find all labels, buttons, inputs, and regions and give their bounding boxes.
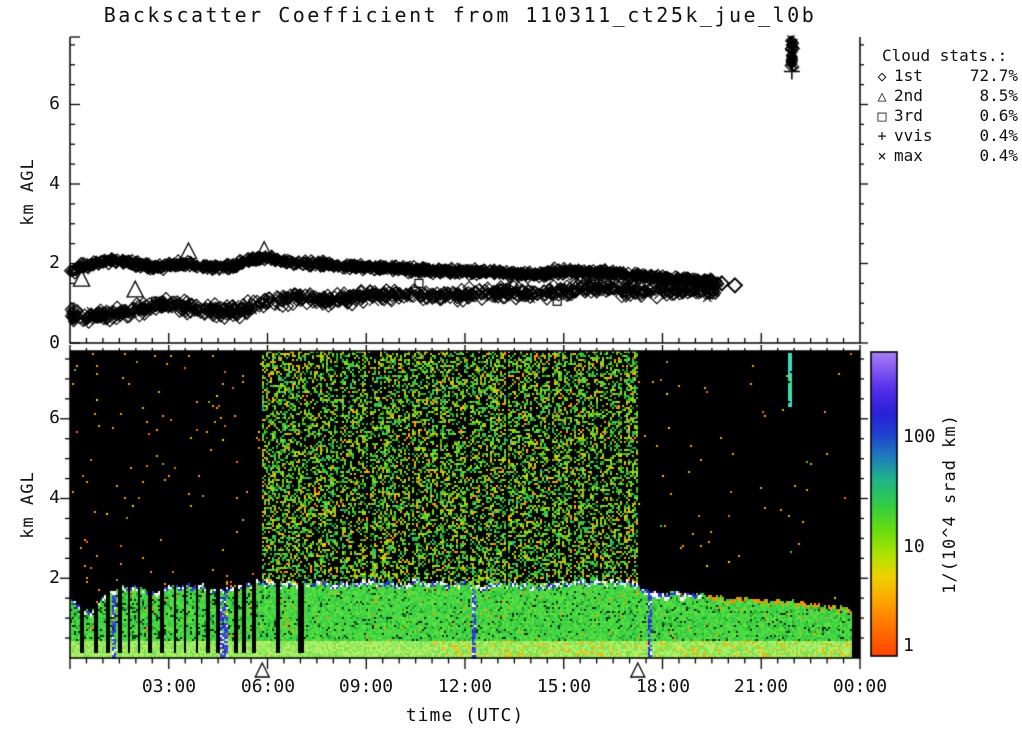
x-axis-label: time (UTC) xyxy=(405,705,525,726)
top-ytick-4: 4 xyxy=(49,173,60,194)
xtick-0600: 06:00 xyxy=(240,676,296,697)
xtick-1500: 15:00 xyxy=(536,676,592,697)
diamond-icon: ◇ xyxy=(877,67,887,85)
cloud-stats-legend: Cloud stats.: ◇ 1st 72.7% △ 2nd 8.5% □ 3… xyxy=(870,46,1020,166)
legend-row-max: × max 0.4% xyxy=(870,146,1020,166)
legend-label: vvis xyxy=(894,126,933,145)
top-ytick-6: 6 xyxy=(49,93,60,114)
backscatter-heatmap-plot xyxy=(40,345,880,693)
xtick-1800: 18:00 xyxy=(635,676,691,697)
legend-label: 2nd xyxy=(894,86,923,105)
plus-icon: + xyxy=(877,127,887,145)
legend-value: 72.7% xyxy=(969,66,1018,85)
legend-value: 0.6% xyxy=(979,106,1018,125)
square-icon: □ xyxy=(877,107,887,125)
legend-label: max xyxy=(894,146,923,165)
legend-row-2nd: △ 2nd 8.5% xyxy=(870,86,1020,106)
colorbar-tick-100: 100 xyxy=(903,426,936,447)
triangle-icon: △ xyxy=(877,87,887,105)
legend-row-vvis: + vvis 0.4% xyxy=(870,126,1020,146)
legend-row-1st: ◇ 1st 72.7% xyxy=(870,66,1020,86)
legend-value: 0.4% xyxy=(979,146,1018,165)
bottom-ytick-2: 2 xyxy=(49,567,60,588)
colorbar-unit-label: 1/(10^4 srad km) xyxy=(940,414,960,594)
bottom-y-axis-label: km AGL xyxy=(18,471,38,539)
colorbar-tick-10: 10 xyxy=(903,536,925,557)
top-y-axis-label: km AGL xyxy=(18,158,38,226)
bottom-ytick-4: 4 xyxy=(49,487,60,508)
legend-value: 0.4% xyxy=(979,126,1018,145)
xtick-0900: 09:00 xyxy=(338,676,394,697)
xtick-0000: 00:00 xyxy=(832,676,888,697)
bottom-ytick-6: 6 xyxy=(49,407,60,428)
colorbar-tick-1: 1 xyxy=(903,635,914,656)
top-ytick-0: 0 xyxy=(49,332,60,353)
figure-title: Backscatter Coefficient from 110311_ct25… xyxy=(103,3,817,27)
xtick-0300: 03:00 xyxy=(141,676,197,697)
xtick-2100: 21:00 xyxy=(733,676,789,697)
xtick-1200: 12:00 xyxy=(437,676,493,697)
legend-label: 1st xyxy=(894,66,923,85)
legend-row-3rd: □ 3rd 0.6% xyxy=(870,106,1020,126)
top-ytick-2: 2 xyxy=(49,252,60,273)
cloud-base-scatter-plot xyxy=(60,30,870,352)
legend-value: 8.5% xyxy=(979,86,1018,105)
x-icon: × xyxy=(877,147,887,165)
legend-label: 3rd xyxy=(894,106,923,125)
legend-title: Cloud stats.: xyxy=(882,46,1008,65)
colorbar xyxy=(862,345,912,665)
